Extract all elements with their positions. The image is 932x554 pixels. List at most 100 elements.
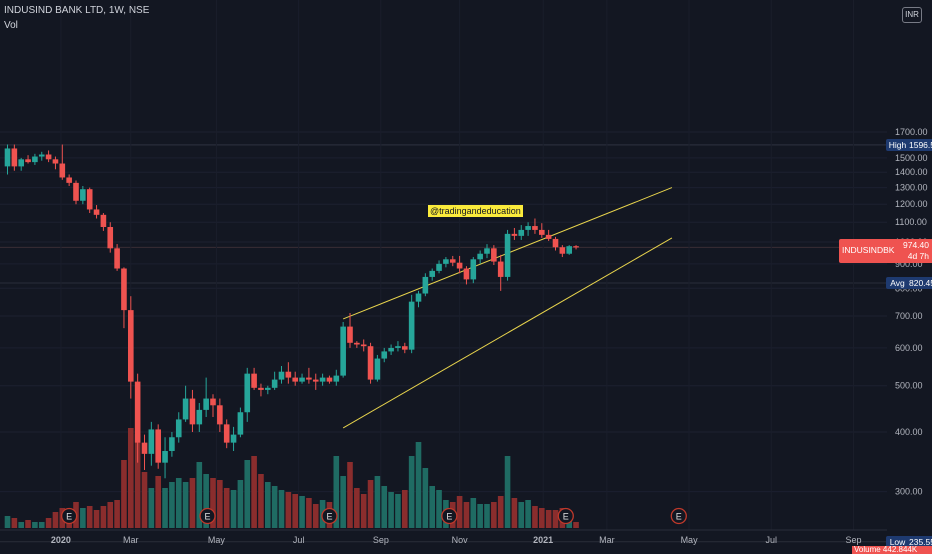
trend-channel[interactable] <box>342 187 673 429</box>
candle-body[interactable] <box>312 379 319 382</box>
candle-body[interactable] <box>545 234 552 239</box>
currency-button[interactable]: INR <box>902 7 922 23</box>
volume-bar <box>402 490 408 528</box>
candle-body[interactable] <box>285 371 292 378</box>
candle-body[interactable] <box>326 377 333 382</box>
candle-body[interactable] <box>347 326 353 343</box>
candle-body[interactable] <box>340 326 346 376</box>
candle-body[interactable] <box>223 424 230 443</box>
candle-body[interactable] <box>381 351 388 359</box>
candle-body[interactable] <box>244 373 251 413</box>
candle-body[interactable] <box>388 347 394 352</box>
candle-body[interactable] <box>73 182 79 201</box>
candle-body[interactable] <box>80 189 86 201</box>
candle-body[interactable] <box>299 377 305 382</box>
candle-body[interactable] <box>367 346 374 380</box>
candle-body[interactable] <box>402 346 408 350</box>
candle-body[interactable] <box>292 377 298 382</box>
candle-body[interactable] <box>210 398 216 406</box>
candle-body[interactable] <box>155 429 161 463</box>
candle-body[interactable] <box>504 233 511 277</box>
earnings-marker[interactable] <box>670 507 687 525</box>
candle-body[interactable] <box>59 163 66 178</box>
candle-body[interactable] <box>319 377 326 382</box>
earnings-marker[interactable] <box>61 507 78 525</box>
candle-body[interactable] <box>11 148 18 167</box>
candle-body[interactable] <box>66 177 72 183</box>
candle-body[interactable] <box>539 229 545 235</box>
channel-line-lower[interactable] <box>342 237 673 429</box>
candle-body[interactable] <box>114 248 120 269</box>
candle-body[interactable] <box>456 262 463 269</box>
earnings-marker[interactable] <box>441 507 458 525</box>
time-axis[interactable]: 2020 Mar May Jul Sep Nov 2021 Mar May Jul Sep <box>0 529 887 545</box>
candle-body[interactable] <box>18 159 24 167</box>
candle-body[interactable] <box>251 373 257 388</box>
candle-body[interactable] <box>93 209 100 215</box>
earnings-marker[interactable] <box>557 507 574 525</box>
candle-body[interactable] <box>141 442 148 454</box>
candle-body[interactable] <box>271 379 278 388</box>
candle-body[interactable] <box>395 346 401 348</box>
candle-body[interactable] <box>258 387 264 390</box>
candle-body[interactable] <box>217 405 223 425</box>
candle-body[interactable] <box>86 189 93 210</box>
candle-body[interactable] <box>573 246 579 248</box>
candle-body[interactable] <box>32 156 38 163</box>
candle-body[interactable] <box>443 259 449 264</box>
candle-body[interactable] <box>525 226 531 230</box>
volume-bar <box>258 474 264 528</box>
candle-body[interactable] <box>354 342 360 345</box>
candle-body[interactable] <box>128 310 134 382</box>
candle-body[interactable] <box>237 412 244 435</box>
candle-body[interactable] <box>497 261 504 277</box>
price-axis[interactable]: 200.00300.00400.00500.00600.00700.00800.… <box>895 127 928 550</box>
candles[interactable] <box>4 144 579 479</box>
candle-body[interactable] <box>175 419 182 438</box>
candle-body[interactable] <box>559 247 566 254</box>
candle-body[interactable] <box>333 375 340 382</box>
candle-body[interactable] <box>484 248 490 254</box>
candle-body[interactable] <box>477 253 483 260</box>
candle-body[interactable] <box>511 233 518 236</box>
candle-body[interactable] <box>148 429 155 454</box>
candle-body[interactable] <box>491 248 497 262</box>
candle-body[interactable] <box>134 381 141 443</box>
candle-body[interactable] <box>306 377 312 380</box>
candle-body[interactable] <box>360 344 367 347</box>
candle-body[interactable] <box>52 159 59 164</box>
candle-body[interactable] <box>436 263 442 271</box>
candle-body[interactable] <box>449 259 456 263</box>
candle-body[interactable] <box>278 371 285 380</box>
candle-body[interactable] <box>422 276 429 294</box>
candle-body[interactable] <box>429 270 435 277</box>
candle-body[interactable] <box>518 229 525 236</box>
candle-body[interactable] <box>107 227 114 249</box>
candle-body[interactable] <box>38 154 45 157</box>
candle-body[interactable] <box>463 268 470 280</box>
candle-body[interactable] <box>532 226 538 230</box>
candle-body[interactable] <box>162 450 168 463</box>
candle-body[interactable] <box>182 398 189 420</box>
candle-body[interactable] <box>169 437 175 451</box>
candle-body[interactable] <box>230 434 237 443</box>
candle-body[interactable] <box>566 246 572 254</box>
candle-body[interactable] <box>121 268 127 311</box>
candle-body[interactable] <box>45 154 52 160</box>
candle-body[interactable] <box>470 259 477 280</box>
candle-body[interactable] <box>408 301 415 350</box>
candle-body[interactable] <box>25 159 31 163</box>
candle-body[interactable] <box>374 358 381 380</box>
candle-body[interactable] <box>100 214 107 228</box>
candle-body[interactable] <box>196 409 203 425</box>
candle-body[interactable] <box>265 387 271 390</box>
candle-body[interactable] <box>415 293 422 302</box>
candle-body[interactable] <box>552 238 559 248</box>
candle-body[interactable] <box>203 398 209 410</box>
earnings-marker[interactable] <box>199 507 216 525</box>
earnings-marker[interactable] <box>321 507 338 525</box>
candle-body[interactable] <box>4 148 11 167</box>
candle-body[interactable] <box>189 398 196 425</box>
